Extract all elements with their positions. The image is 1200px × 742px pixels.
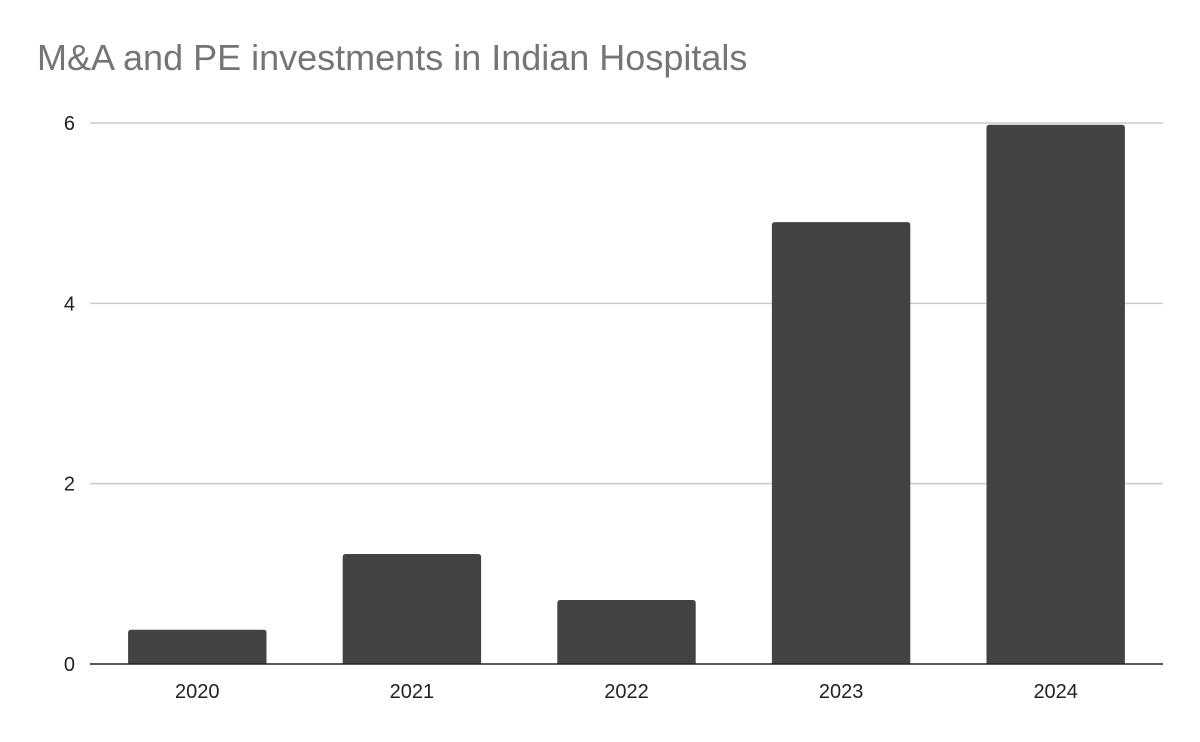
bar-2023 [771,222,911,664]
y-tick-label: 4 [64,293,75,315]
x-tick-label: 2022 [604,681,649,703]
x-tick-labels: 2020 2021 2022 2023 2024 [175,681,1078,703]
y-tick-label: 6 [64,113,75,135]
x-tick-label: 2021 [390,681,435,703]
y-tick-labels: 0 2 4 6 [64,113,75,676]
bar-2021 [342,553,482,664]
x-tick-label: 2024 [1033,681,1078,703]
gridlines [90,122,1163,485]
x-tick-label: 2020 [175,681,220,703]
y-tick-label: 0 [64,654,75,676]
bar-2020 [128,629,267,664]
bar-2024 [986,124,1125,664]
chart-title: M&A and PE investments in Indian Hospita… [37,37,748,78]
bar-2022 [557,599,696,664]
bars [128,124,1125,664]
x-tick-label: 2023 [819,681,864,703]
y-tick-label: 2 [64,474,75,496]
